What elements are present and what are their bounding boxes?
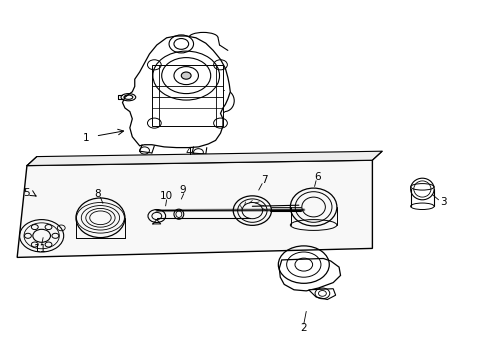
Text: 6: 6 — [314, 172, 321, 182]
Polygon shape — [309, 289, 336, 300]
Text: 7: 7 — [261, 175, 268, 185]
Text: 9: 9 — [179, 185, 186, 195]
Text: 8: 8 — [95, 189, 101, 199]
Text: 1: 1 — [82, 132, 89, 143]
Polygon shape — [279, 258, 341, 291]
Text: 3: 3 — [441, 197, 447, 207]
Text: 11: 11 — [33, 244, 47, 254]
Text: 10: 10 — [160, 191, 173, 201]
Polygon shape — [17, 160, 372, 257]
Text: 2: 2 — [300, 323, 307, 333]
Polygon shape — [122, 36, 230, 148]
Polygon shape — [27, 151, 382, 166]
Text: 5: 5 — [24, 188, 30, 198]
Text: 4: 4 — [185, 147, 192, 157]
Circle shape — [181, 72, 191, 79]
